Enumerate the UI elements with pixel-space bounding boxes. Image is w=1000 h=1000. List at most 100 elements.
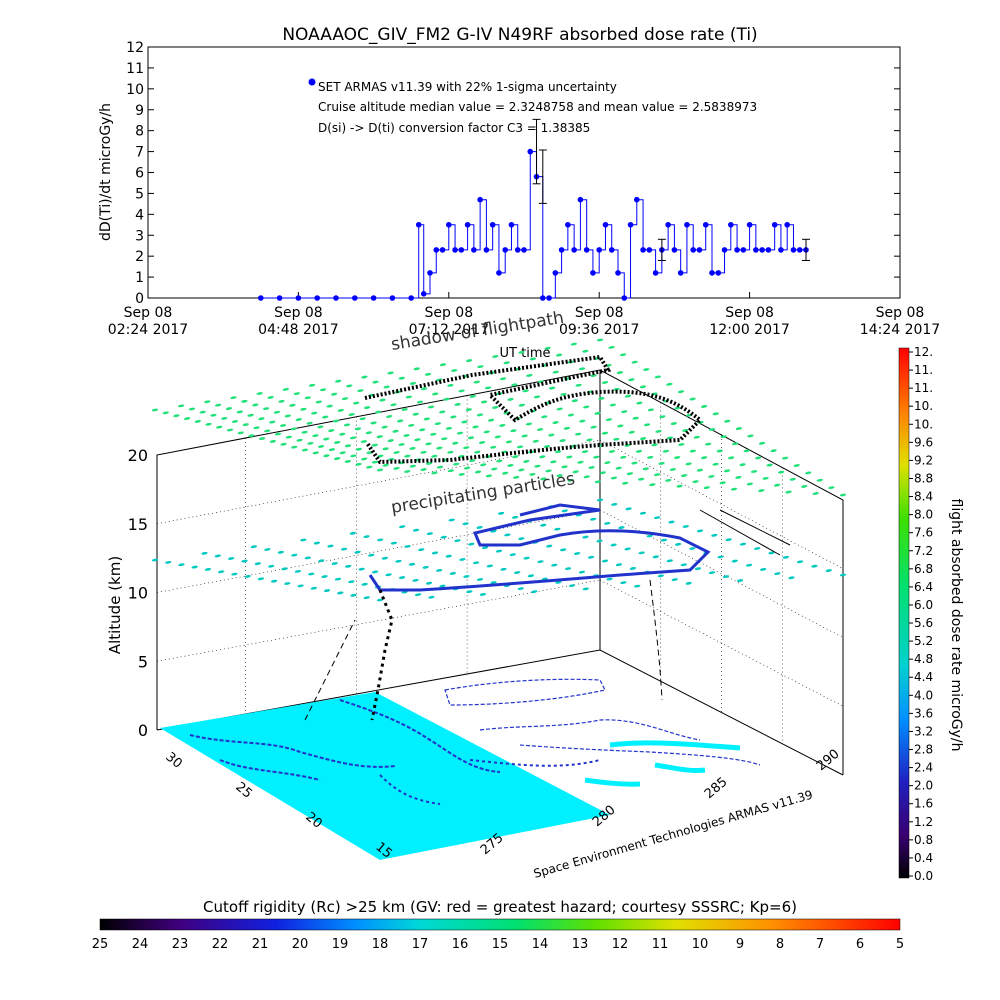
precip-dot: [352, 401, 360, 405]
precip-dot: [419, 428, 426, 432]
data-point: [621, 295, 628, 301]
precip-dot: [511, 383, 518, 387]
precip-dot: [432, 392, 439, 396]
precip-dot: [434, 422, 441, 426]
precip-dot: [258, 417, 265, 421]
precip-dot: [339, 451, 346, 455]
precip-dot: [366, 465, 373, 469]
precip-dot: [399, 525, 406, 529]
precip-dot: [478, 441, 486, 444]
precip-dot: [689, 397, 696, 401]
precip-dot: [463, 446, 470, 450]
precip-dot: [762, 476, 769, 480]
precip-dot: [274, 432, 282, 436]
precip-dot: [604, 461, 611, 465]
data-point: [471, 247, 477, 253]
precip-dot: [330, 392, 338, 396]
precip-dot: [358, 567, 365, 571]
precip-dot: [447, 469, 454, 473]
precip-dot: [708, 428, 716, 431]
precip-dot: [431, 551, 439, 555]
precip-dot: [281, 567, 288, 571]
precip-dot: [564, 567, 572, 571]
precip-dot: [355, 462, 362, 466]
precip-dot: [583, 475, 590, 479]
precip-dot: [458, 473, 465, 476]
precip-dot: [341, 397, 349, 401]
precip-dot: [677, 390, 685, 394]
precip-dot: [264, 429, 271, 433]
precip-dot: [328, 429, 335, 432]
colorbar-tick-label: 1.2: [914, 815, 933, 829]
precip-dot: [463, 466, 471, 470]
precip-dot: [301, 448, 309, 452]
precip-dot: [567, 478, 574, 482]
precip-dot: [525, 422, 533, 426]
data-point: [615, 270, 621, 276]
longitude-tick-label: 280: [590, 803, 619, 830]
precip-dot: [474, 450, 481, 454]
precip-dot: [409, 464, 416, 468]
data-point: [784, 221, 790, 228]
colorbar-tick-label: 8.8: [914, 471, 933, 485]
precip-dot: [461, 420, 468, 424]
precip-dot: [487, 418, 495, 422]
precip-dot: [191, 565, 198, 569]
precip-dot: [548, 386, 556, 390]
precip-dot: [332, 419, 340, 423]
data-point: [489, 221, 496, 228]
precip-dot: [376, 598, 384, 602]
precip-dot: [512, 455, 519, 459]
rigidity-tick-label: 16: [452, 937, 469, 952]
precip-dot: [507, 464, 514, 467]
precip-dot: [450, 415, 457, 419]
precip-dot: [482, 546, 489, 550]
precip-dot: [304, 396, 311, 400]
precip-dot: [716, 449, 723, 453]
precip-dot: [376, 435, 383, 439]
rigidity-tick-label: 15: [492, 937, 509, 952]
y-axis-label: dD(Ti)/dt microGy/h: [98, 103, 114, 241]
colorbar-tick-label: 9.2: [914, 453, 933, 467]
data-point: [370, 295, 377, 301]
precip-dot: [311, 411, 318, 415]
precip-dot: [401, 408, 408, 411]
colorbar-tick-label: 1.6: [914, 797, 933, 811]
precip-dot: [514, 571, 521, 574]
precip-dot: [503, 361, 510, 365]
precip-dot: [397, 419, 404, 423]
precip-dot: [755, 456, 762, 460]
rigidity-tick-label: 12: [612, 937, 629, 952]
precip-dot: [370, 421, 377, 425]
data-point: [709, 270, 715, 276]
precip-dot: [621, 481, 629, 485]
precip-dot: [395, 559, 402, 563]
dose-colorbar-label: flight absorbed dose rate microGy/h: [948, 499, 964, 752]
precip-dot: [589, 517, 597, 521]
rigidity-tick-label: 20: [292, 937, 309, 952]
altitude-tick-label: 10: [128, 584, 148, 603]
precip-dot: [204, 400, 211, 404]
precip-dot: [774, 572, 781, 575]
precip-dot: [291, 553, 298, 557]
precip-dot: [319, 388, 327, 392]
precip-dot: [839, 573, 847, 577]
precip-dot: [811, 564, 818, 568]
precip-dot: [425, 462, 433, 465]
y-tick-label: 5: [135, 186, 144, 202]
precip-dot: [204, 568, 212, 571]
precip-dot: [575, 383, 582, 387]
precip-dot: [253, 426, 260, 430]
precip-dot: [598, 397, 605, 400]
precip-dot: [689, 547, 696, 550]
data-point: [496, 270, 502, 276]
precip-dot: [626, 472, 634, 476]
data-point: [677, 270, 684, 276]
precip-dot: [377, 538, 384, 542]
rigidity-tick-label: 8: [776, 937, 784, 952]
map-floor: [160, 692, 610, 860]
longitude-tick-label: 290: [814, 747, 843, 774]
precip-dot: [615, 466, 622, 470]
precip-dot: [610, 476, 618, 480]
precip-dot: [610, 543, 617, 547]
